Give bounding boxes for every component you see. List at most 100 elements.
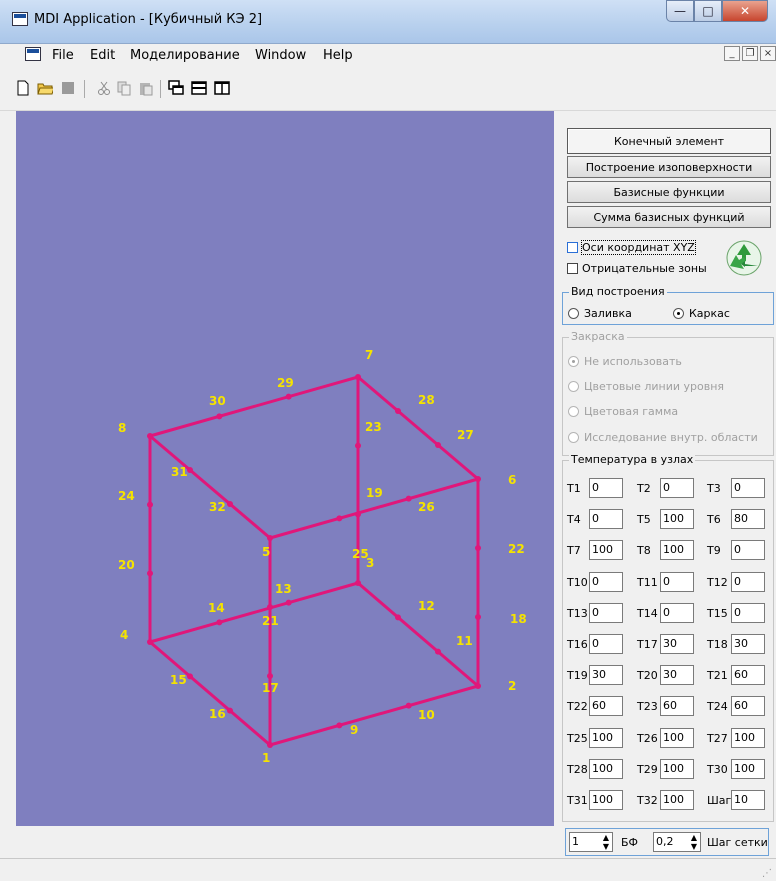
radio-wireframe-circle[interactable] — [673, 308, 684, 319]
temp-input[interactable]: 100 — [589, 759, 623, 779]
radio-fill-circle[interactable] — [568, 308, 579, 319]
temp-input[interactable]: 80 — [731, 509, 765, 529]
axes-checkbox-box[interactable] — [567, 242, 578, 253]
radio-fill-label: Заливка — [584, 307, 632, 320]
child-close-button[interactable]: × — [760, 46, 776, 61]
window-controls: — □ ✕ — [666, 0, 768, 22]
copy-icon[interactable] — [116, 80, 132, 96]
temp-input[interactable]: 100 — [589, 540, 623, 560]
temp-input[interactable]: 30 — [589, 665, 623, 685]
temp-label: T32 — [637, 794, 658, 807]
node-label: 5 — [262, 545, 270, 559]
temp-input[interactable]: 100 — [589, 728, 623, 748]
temp-input[interactable]: 100 — [731, 728, 765, 748]
open-folder-icon[interactable] — [37, 80, 53, 96]
temp-input[interactable]: 0 — [731, 572, 765, 592]
temp-input[interactable]: 0 — [660, 603, 694, 623]
cube-node-dot — [475, 476, 481, 482]
temp-label: T23 — [637, 700, 658, 713]
radio-inner-study-label: Исследование внутр. области — [584, 431, 758, 444]
temp-input[interactable]: 0 — [660, 572, 694, 592]
cascade-windows-icon[interactable] — [168, 80, 184, 96]
child-minimize-button[interactable]: _ — [724, 46, 740, 61]
temp-input[interactable]: 100 — [660, 509, 694, 529]
menu-bar — [0, 44, 776, 66]
temp-input[interactable]: 30 — [731, 634, 765, 654]
node-label: 3 — [366, 556, 374, 570]
temp-input[interactable]: 0 — [589, 478, 623, 498]
basis-functions-button[interactable]: Базисные функции — [567, 181, 771, 203]
tile-vertical-icon[interactable] — [214, 80, 230, 96]
node-label: 9 — [350, 723, 358, 737]
save-icon[interactable] — [60, 80, 76, 96]
negative-zones-checkbox-box[interactable] — [567, 263, 578, 274]
resize-grip-icon[interactable]: ⋰ — [762, 868, 772, 879]
temp-input[interactable]: 100 — [660, 540, 694, 560]
node-label: 12 — [418, 599, 435, 613]
grid-step-spinner[interactable]: 0,2 ▲ ▼ — [653, 832, 701, 852]
spinner-arrows-icon[interactable]: ▲ ▼ — [602, 833, 609, 851]
temp-input[interactable]: 30 — [660, 634, 694, 654]
new-file-icon[interactable] — [15, 80, 31, 96]
close-icon: ✕ — [739, 4, 751, 18]
model-viewport[interactable]: 1 2 3 4 5 6 7 8 9 10 11 12 13 14 15 16 17 18 19 20 21 22 23 24 2… — [16, 111, 554, 826]
cube-node-dot — [187, 673, 193, 680]
temp-input[interactable]: 10 — [731, 790, 765, 810]
temp-input[interactable]: 0 — [589, 603, 623, 623]
temp-label: T10 — [567, 576, 588, 589]
node-label: 15 — [170, 673, 187, 687]
cube-node-dot — [147, 433, 153, 439]
finite-element-button[interactable]: Конечный элемент — [567, 128, 771, 154]
temp-input[interactable]: 0 — [660, 478, 694, 498]
paste-icon[interactable] — [138, 80, 154, 96]
temp-input[interactable]: 30 — [660, 665, 694, 685]
node-label: 1 — [262, 751, 270, 765]
temp-input[interactable]: 60 — [731, 696, 765, 716]
temp-input[interactable]: 100 — [589, 790, 623, 810]
cut-icon[interactable] — [96, 80, 112, 96]
isosurface-button[interactable]: Построение изоповерхности — [567, 156, 771, 178]
basis-sum-button[interactable]: Сумма базисных функций — [567, 206, 771, 228]
cube-node-dot — [395, 614, 401, 621]
temp-input[interactable]: 100 — [660, 728, 694, 748]
temp-input[interactable]: 0 — [731, 540, 765, 560]
radio-fill[interactable]: Заливка — [568, 307, 632, 320]
menu-edit[interactable]: Edit — [90, 48, 116, 63]
menu-window[interactable]: Window — [255, 48, 307, 63]
axes-checkbox[interactable]: Оси координат XYZ — [567, 240, 696, 255]
radio-no-fill-label: Не использовать — [584, 355, 682, 368]
node-label: 13 — [275, 582, 292, 596]
temp-input[interactable]: 60 — [660, 696, 694, 716]
temp-input[interactable]: 100 — [660, 759, 694, 779]
temp-input[interactable]: 60 — [731, 665, 765, 685]
child-restore-button[interactable]: ❐ — [742, 46, 758, 61]
cube-node-dot — [267, 604, 273, 610]
temp-input[interactable]: 0 — [589, 572, 623, 592]
temp-label: T25 — [567, 732, 588, 745]
temp-label: T18 — [707, 638, 728, 651]
element-spinner[interactable]: 1 ▲ ▼ — [569, 832, 613, 852]
temp-input[interactable]: 60 — [589, 696, 623, 716]
radio-wireframe[interactable]: Каркас — [673, 307, 730, 320]
temp-input[interactable]: 0 — [589, 634, 623, 654]
minimize-button[interactable]: — — [666, 0, 694, 22]
child-window-icon[interactable] — [25, 47, 41, 61]
temp-input[interactable]: 0 — [589, 509, 623, 529]
menu-modeling[interactable]: Моделирование — [130, 48, 240, 63]
temp-label: T11 — [637, 576, 658, 589]
node-label: 10 — [418, 708, 435, 722]
temp-input[interactable]: 100 — [731, 759, 765, 779]
menu-help[interactable]: Help — [323, 48, 353, 63]
toolbar-separator — [160, 80, 161, 98]
spinner-arrows-icon[interactable]: ▲ ▼ — [690, 833, 697, 851]
menu-file[interactable]: File — [52, 48, 74, 63]
close-button[interactable]: ✕ — [722, 0, 768, 22]
negative-zones-checkbox[interactable]: Отрицательные зоны — [567, 262, 707, 275]
temp-input[interactable]: 0 — [731, 603, 765, 623]
temp-label: T20 — [637, 669, 658, 682]
recycle-icon[interactable] — [722, 238, 766, 278]
temp-input[interactable]: 100 — [660, 790, 694, 810]
temp-input[interactable]: 0 — [731, 478, 765, 498]
tile-horizontal-icon[interactable] — [191, 80, 207, 96]
maximize-button[interactable]: □ — [694, 0, 722, 22]
